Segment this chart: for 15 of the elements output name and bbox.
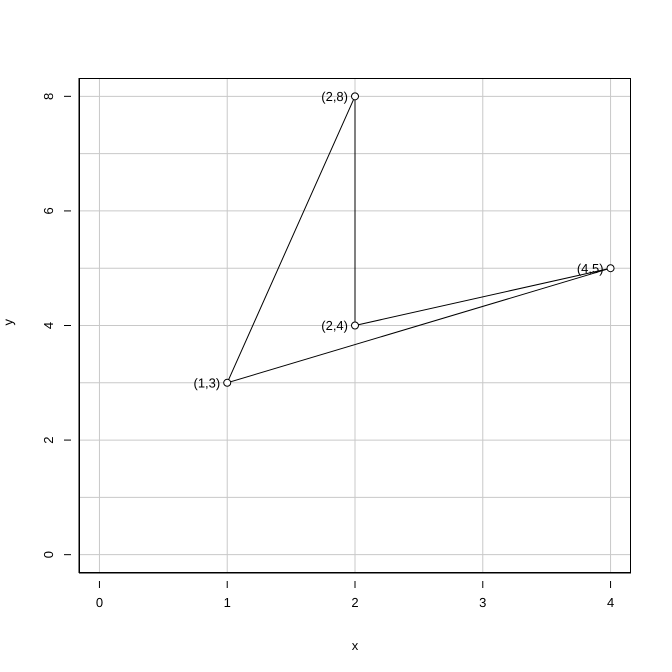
x-tick-label: 4 xyxy=(606,595,614,610)
y-tick-label: 0 xyxy=(41,551,56,558)
x-tick-label: 0 xyxy=(96,595,104,610)
x-tick-label: 3 xyxy=(479,595,486,610)
y-axis-title: y xyxy=(0,318,16,326)
y-tick-label: 8 xyxy=(41,92,56,100)
x-tick-label: 2 xyxy=(351,595,359,610)
y-tick-label: 4 xyxy=(41,322,56,330)
annotation: (1,3) xyxy=(193,375,220,390)
annotation: (2,8) xyxy=(321,88,348,104)
x-tick-label: 1 xyxy=(224,595,231,610)
y-tick-label: 2 xyxy=(41,436,56,444)
annotation: (2,4) xyxy=(321,318,348,334)
x-axis-title: x xyxy=(352,638,359,653)
y-tick-label: 6 xyxy=(41,207,56,215)
